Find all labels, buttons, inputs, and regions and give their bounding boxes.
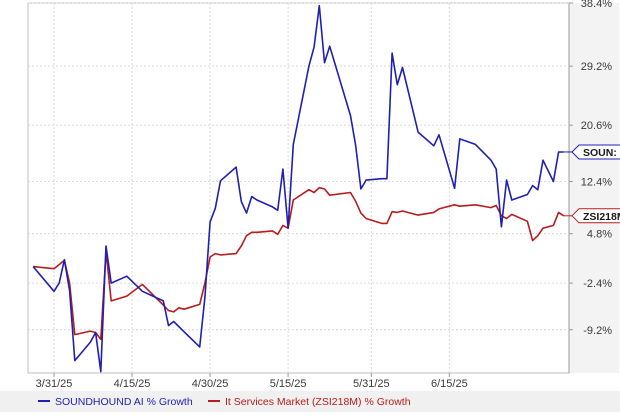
end-label-box	[571, 208, 620, 224]
x-tick-label: 6/15/25	[431, 378, 468, 390]
y-tick-label: 20.6%	[581, 120, 612, 132]
end-value-label: SOUN: 16.7%	[583, 147, 620, 159]
x-tick-label: 5/15/25	[270, 378, 307, 390]
y-tick-label: -9.2%	[583, 325, 612, 337]
legend-label: SOUNDHOUND AI % Growth	[55, 396, 193, 408]
end-label-box	[571, 144, 620, 160]
series-line	[33, 186, 565, 341]
y-tick-label: 29.2%	[581, 61, 612, 73]
x-tick-label: 4/30/25	[192, 378, 229, 390]
y-tick-label: 4.8%	[587, 229, 612, 241]
x-tick-label: 3/31/25	[36, 378, 73, 390]
y-tick-label: -2.4%	[583, 278, 612, 290]
y-tick-label: 38.4%	[581, 0, 612, 10]
legend-label: It Services Market (ZSI218M) % Growth	[225, 396, 411, 408]
legend-background	[0, 391, 620, 412]
end-value-label: ZSI218M: 7.4%	[583, 211, 620, 223]
plot-area	[27, 2, 570, 374]
x-tick-label: 4/15/25	[114, 378, 151, 390]
series-line	[32, 4, 564, 373]
x-tick-label: 5/31/25	[353, 378, 390, 390]
label-gutter	[569, 3, 619, 373]
y-tick-label: 12.4%	[581, 176, 612, 188]
